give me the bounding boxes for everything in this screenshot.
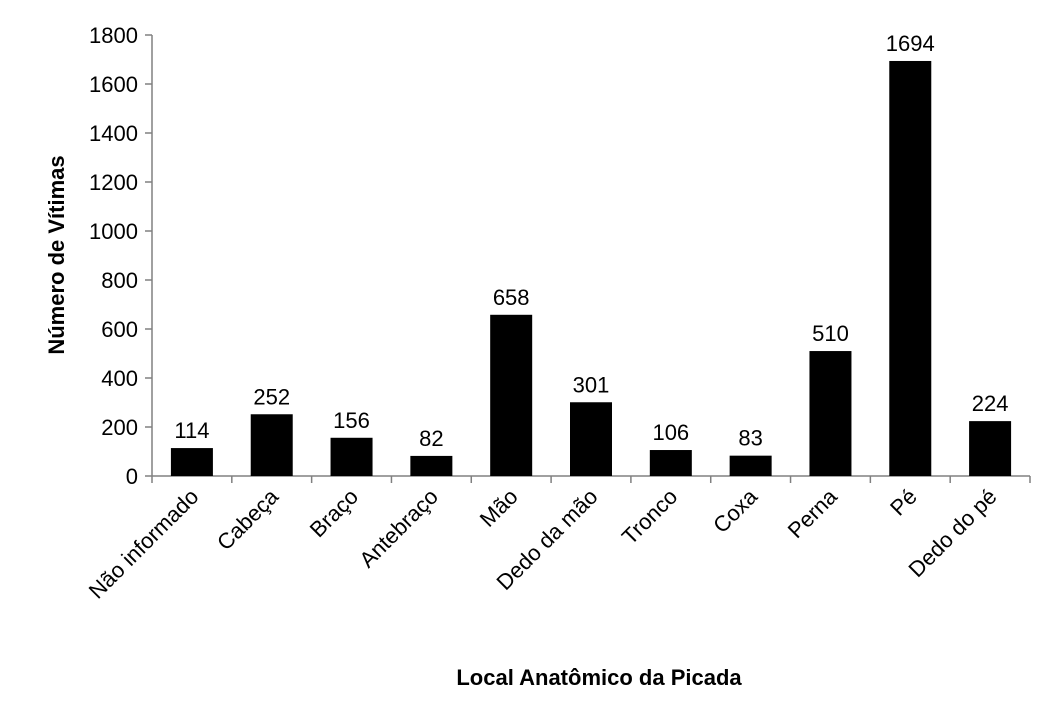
bar-value-label: 83 [738, 426, 762, 451]
y-tick-label: 1200 [89, 170, 138, 195]
bar-value-label: 224 [972, 391, 1009, 416]
x-category-label: Tronco [617, 484, 683, 550]
bar [330, 437, 373, 476]
data-labels: 114 252 156 82 658 301 106 83 510 1694 224 [174, 31, 1008, 451]
y-tick-label: 200 [101, 415, 138, 440]
y-tick-label: 1800 [89, 23, 138, 48]
bar [250, 414, 293, 476]
bar [729, 455, 772, 476]
bar [170, 448, 213, 476]
y-tick-label: 1600 [89, 72, 138, 97]
bar-value-label: 106 [652, 420, 689, 445]
bars [170, 60, 1012, 476]
bar [889, 60, 932, 476]
bar-value-label: 252 [253, 384, 290, 409]
y-tick-label: 600 [101, 317, 138, 342]
y-tick-label: 1400 [89, 121, 138, 146]
x-category-label: Mão [475, 484, 523, 532]
x-category-label: Cabeça [212, 483, 284, 555]
bar [570, 402, 612, 476]
y-tick-label: 400 [101, 366, 138, 391]
y-tick-label: 800 [101, 268, 138, 293]
x-category-label: Não informado [84, 484, 204, 604]
bar [969, 421, 1012, 476]
y-tick-label: 0 [126, 464, 138, 489]
bar [809, 351, 852, 476]
y-tick-label: 1000 [89, 219, 138, 244]
x-category-label: Coxa [708, 483, 763, 538]
x-category-label: Braço [305, 484, 363, 542]
y-axis: 0 200 400 600 800 1000 1200 1400 1600 1800 [89, 23, 153, 489]
bar-value-label: 658 [493, 285, 530, 310]
bar-value-label: 1694 [886, 31, 935, 56]
x-category-label: Pé [885, 484, 922, 521]
x-category-label: Perna [783, 483, 843, 543]
bar-value-label: 301 [573, 372, 610, 397]
bar [490, 314, 533, 476]
bar-value-label: 114 [174, 418, 209, 443]
y-axis-title: Número de Vítimas [44, 155, 69, 354]
x-category-label: Antebraço [354, 484, 443, 573]
bar [410, 455, 453, 476]
bar-value-label: 82 [419, 426, 443, 451]
bar-value-label: 156 [333, 408, 370, 433]
bar-value-label: 510 [812, 321, 849, 346]
x-axis-title: Local Anatômico da Picada [456, 665, 742, 690]
bar [649, 450, 692, 476]
